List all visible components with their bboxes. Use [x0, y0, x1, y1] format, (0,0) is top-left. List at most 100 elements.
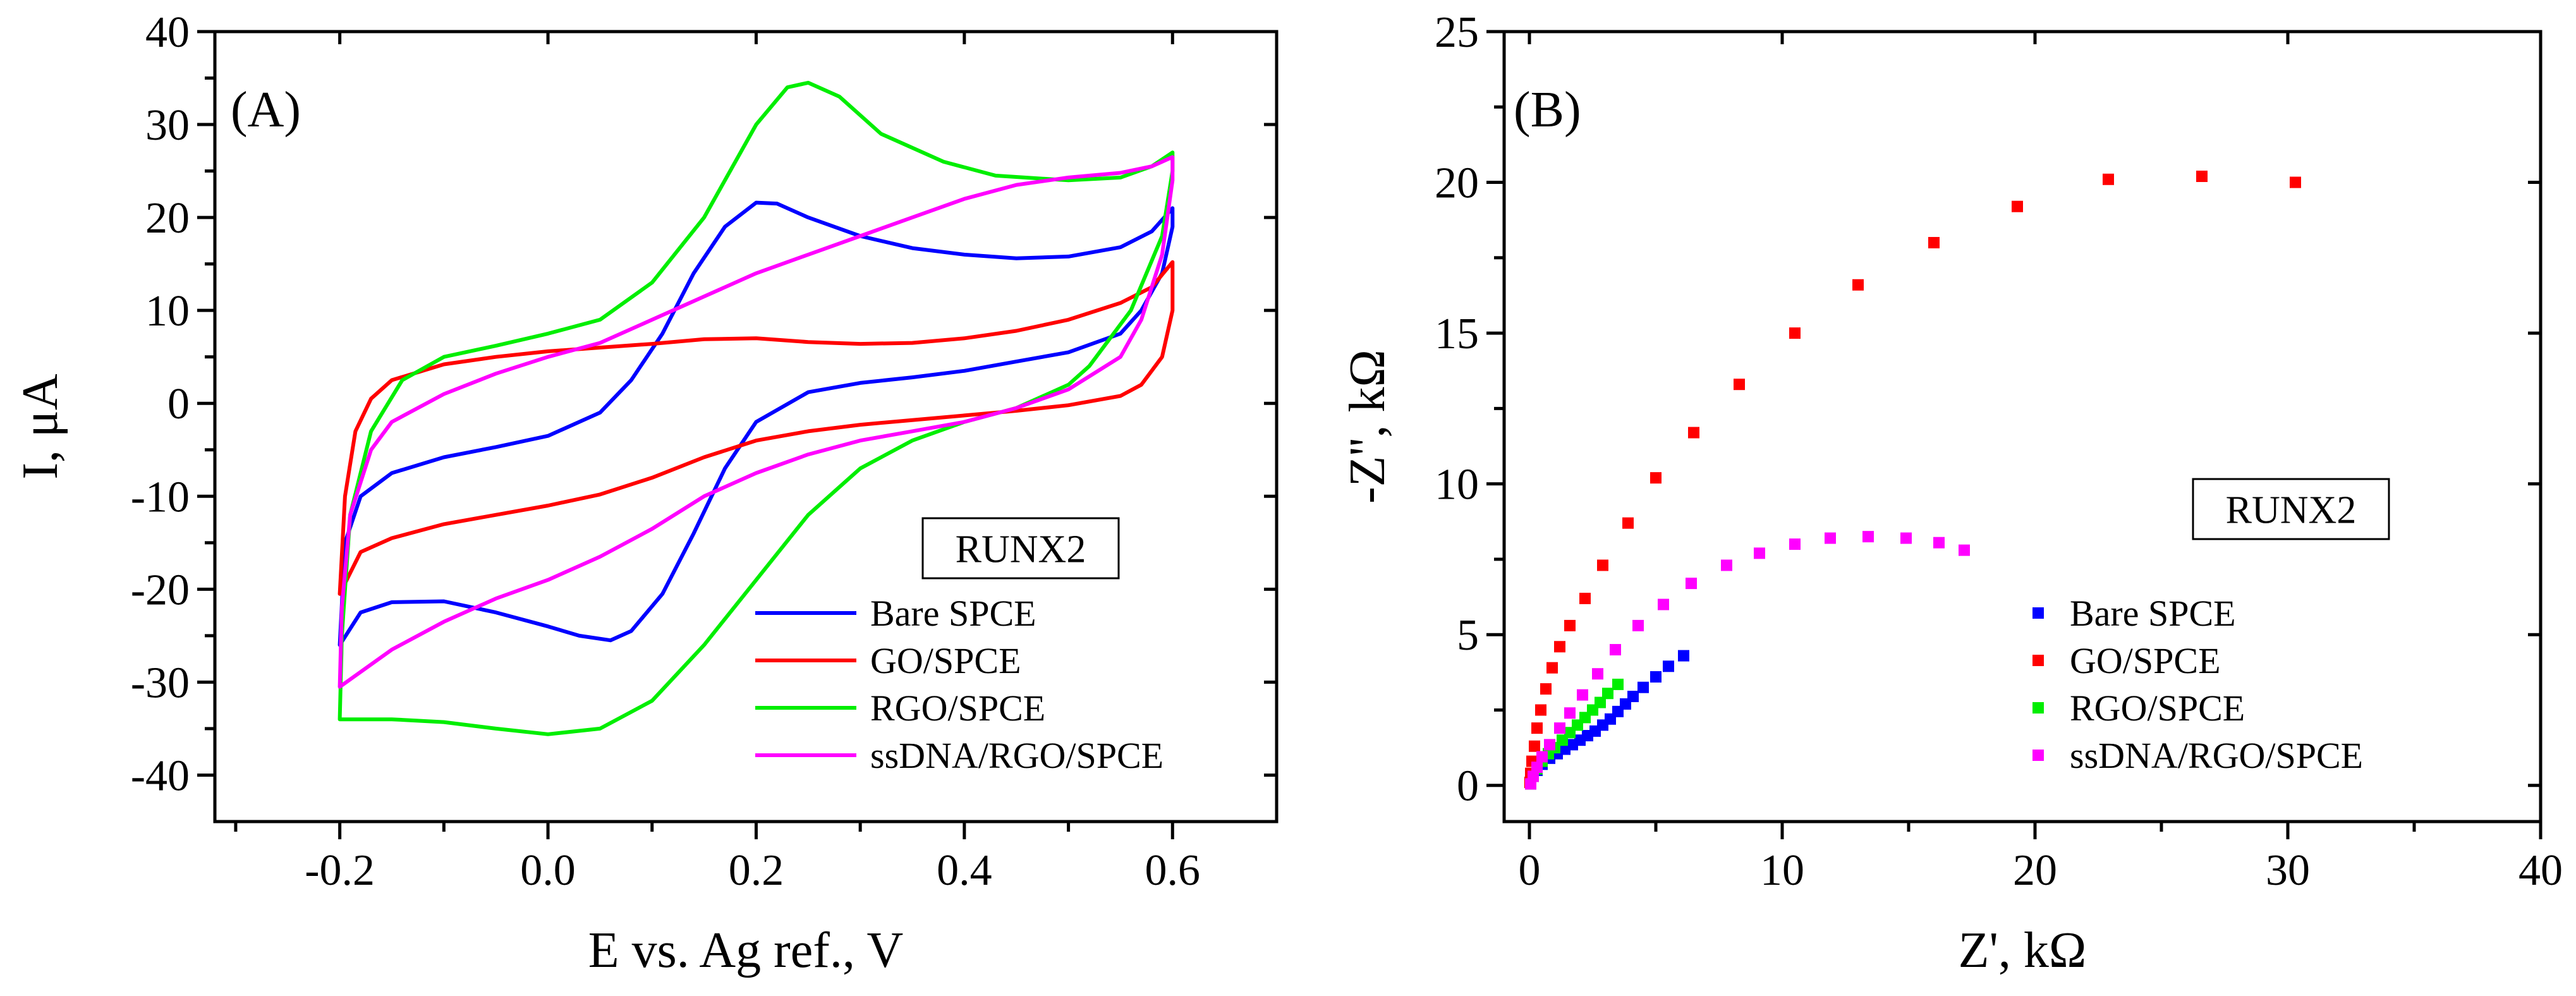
legend-swatch-2	[2032, 702, 2044, 714]
y-axis-title: I, μA	[13, 373, 68, 480]
data-point	[1577, 689, 1588, 701]
y-tick-label: 0	[1457, 762, 1479, 811]
data-point	[1540, 683, 1552, 695]
x-axis-title: E vs. Ag ref., V	[588, 923, 903, 978]
plot-area	[337, 80, 1175, 736]
annotation-label: RUNX2	[956, 528, 1086, 571]
plot-frame	[1502, 30, 2543, 823]
data-point	[1650, 472, 1662, 484]
y-tick-label: 25	[1435, 8, 1479, 57]
y-tick-label: 30	[145, 101, 190, 150]
data-point	[1852, 279, 1864, 291]
annotation-label: RUNX2	[2226, 489, 2357, 532]
data-point	[1531, 762, 1543, 774]
series-markers-3	[1525, 531, 1970, 790]
panel-label: (B)	[1514, 82, 1581, 138]
legend-label-1: GO/SPCE	[2070, 640, 2221, 681]
data-point	[1688, 427, 1699, 439]
data-point	[1546, 662, 1558, 674]
data-point	[1592, 668, 1603, 680]
legend-label-3: ssDNA/RGO/SPCE	[870, 735, 1163, 776]
data-point	[1789, 327, 1801, 339]
data-point	[1535, 704, 1546, 716]
legend-label-2: RGO/SPCE	[2070, 688, 2245, 729]
data-point	[1627, 691, 1639, 703]
data-point	[1595, 696, 1606, 708]
data-point	[1721, 559, 1732, 571]
data-point	[1544, 739, 1555, 751]
data-point	[1531, 722, 1543, 734]
data-point	[1789, 538, 1801, 550]
y-tick-label: 10	[145, 287, 190, 336]
legend-label-0: Bare SPCE	[870, 593, 1036, 634]
chart-panel-a: -0.2 0.0 0.2 0.4 0.6 -40 -30 -20 -10 0 10 20 30 40 E v…	[13, 8, 1279, 978]
y-tick-label: 10	[1435, 461, 1479, 509]
data-point	[1602, 688, 1613, 700]
panel-label: (A)	[231, 82, 301, 138]
data-point	[2103, 173, 2114, 185]
data-point	[1658, 598, 1669, 610]
y-tick-label: -10	[131, 473, 190, 521]
data-point	[1528, 770, 1539, 782]
data-point	[1734, 379, 1745, 391]
y-tick-label: 20	[145, 194, 190, 243]
y-axis-title: -Z'', kΩ	[1340, 349, 1395, 504]
data-point	[1928, 236, 1940, 248]
data-point	[1564, 707, 1576, 719]
data-point	[1579, 592, 1591, 604]
legend-label-1: GO/SPCE	[870, 640, 1021, 681]
x-tick-label: 0	[1519, 846, 1541, 895]
data-point	[1663, 660, 1674, 672]
x-tick-label: -0.2	[305, 846, 375, 895]
chart-panel-b: 0 10 20 30 40 0 5 10 15 20 25 Z', kΩ -Z'', kΩ (B) RUNX…	[1340, 8, 2563, 978]
data-point	[1686, 578, 1697, 590]
x-tick-label: 0.2	[729, 846, 784, 895]
x-axis-title: Z', kΩ	[1959, 923, 2087, 978]
plot-frame	[213, 30, 1279, 823]
legend-label-2: RGO/SPCE	[870, 688, 1045, 729]
series-line-1	[337, 260, 1175, 596]
data-point	[1564, 619, 1576, 631]
legend-label-3: ssDNA/RGO/SPCE	[2070, 735, 2363, 776]
y-tick-label: -30	[131, 659, 190, 707]
series-line-0	[337, 200, 1175, 647]
data-point	[1612, 678, 1624, 690]
legend-swatch-1	[2032, 655, 2044, 666]
data-point	[1536, 751, 1548, 763]
legend-swatch-0	[2032, 607, 2044, 619]
x-tick-label: 10	[1760, 846, 1804, 895]
annotation-box	[921, 517, 1120, 580]
data-point	[1900, 532, 1912, 544]
data-point	[1554, 722, 1565, 734]
data-point	[1862, 531, 1874, 543]
data-point	[1754, 547, 1765, 559]
series-line-3	[337, 155, 1175, 689]
x-tick-label: 0.6	[1145, 846, 1201, 895]
data-point	[1554, 641, 1565, 653]
x-tick-label: 40	[2518, 846, 2563, 895]
legend-label-0: Bare SPCE	[2070, 593, 2236, 634]
x-tick-label: 0.4	[937, 846, 992, 895]
y-tick-label: 0	[167, 380, 190, 428]
data-point	[1825, 532, 1836, 544]
data-point	[1632, 619, 1644, 631]
data-point	[1529, 740, 1540, 752]
plot-area	[1524, 171, 2301, 790]
data-point	[1678, 650, 1689, 662]
y-tick-label: 5	[1457, 611, 1479, 660]
y-tick-label: -20	[131, 566, 190, 614]
data-point	[2290, 176, 2301, 188]
data-point	[2012, 200, 2023, 212]
data-point	[1610, 644, 1621, 656]
x-tick-label: 20	[2013, 846, 2057, 895]
data-point	[2196, 171, 2208, 183]
y-tick-label: 15	[1435, 310, 1479, 358]
data-point	[1959, 544, 1970, 556]
data-point	[1597, 559, 1608, 571]
annotation-box	[2192, 478, 2390, 540]
y-tick-label: -40	[131, 751, 190, 800]
x-tick-label: 0.0	[520, 846, 576, 895]
data-point	[1933, 537, 1945, 549]
x-tick-label: 30	[2266, 846, 2310, 895]
